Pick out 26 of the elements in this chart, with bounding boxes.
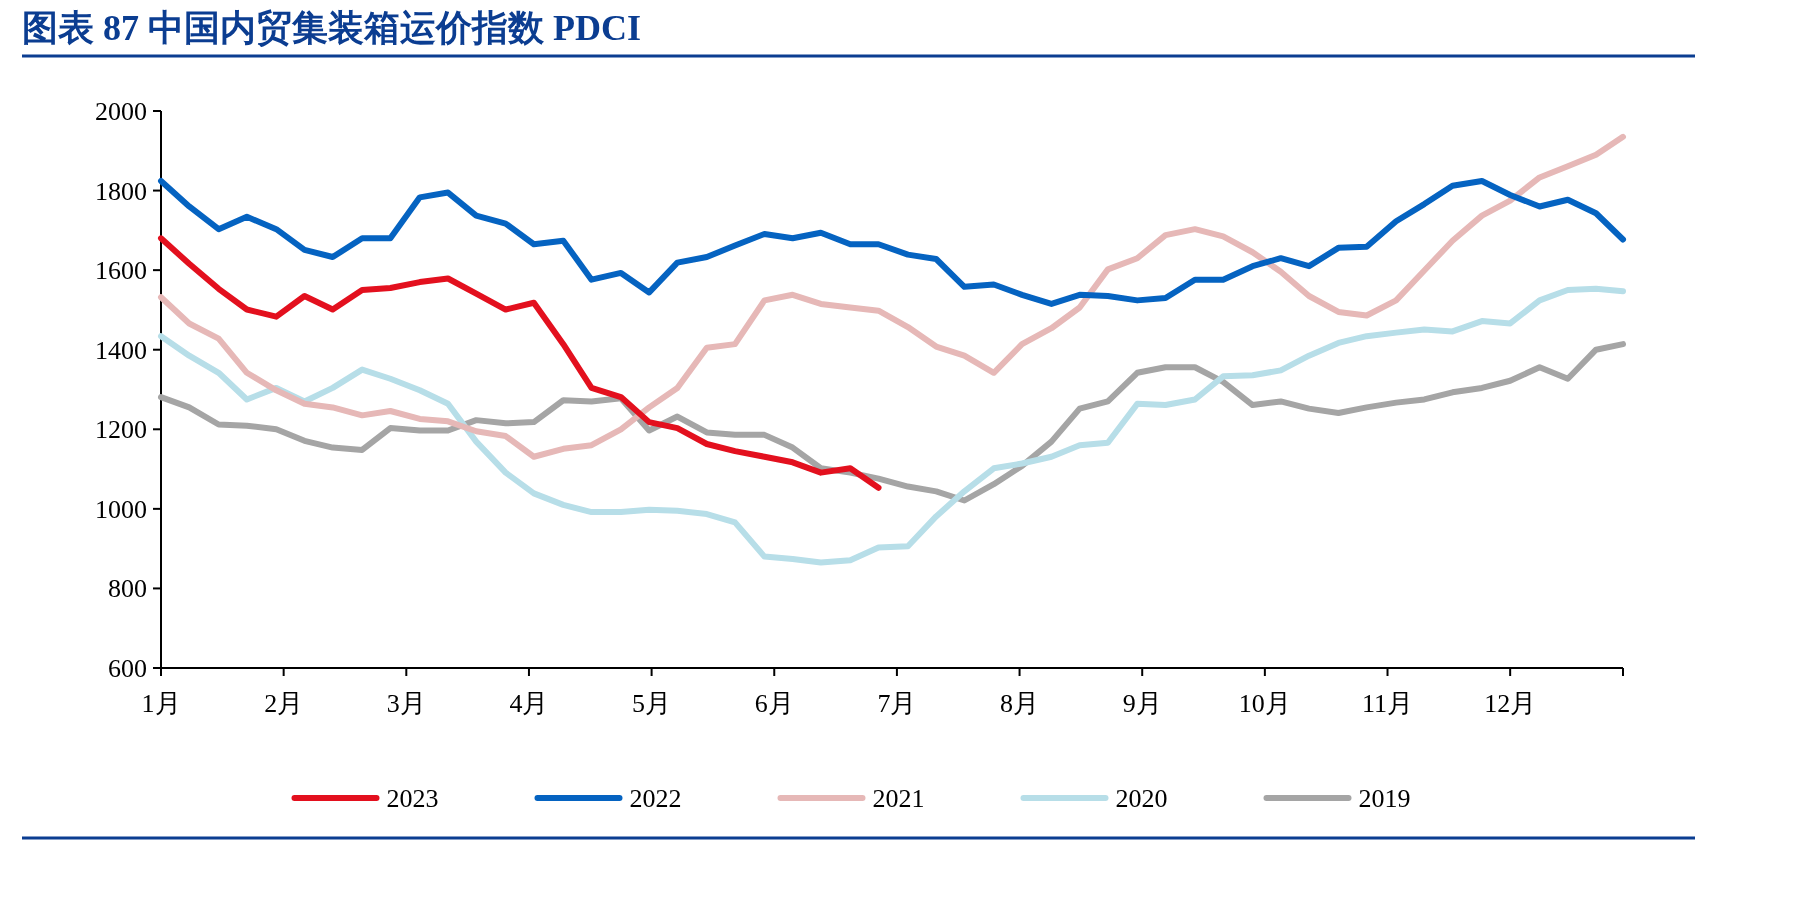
- x-tick-label: 3月: [386, 689, 426, 718]
- legend-label: 2021: [872, 784, 925, 813]
- x-tick-label: 2月: [264, 689, 304, 718]
- x-tick-label: 4月: [509, 689, 549, 718]
- y-tick-label: 1400: [95, 335, 147, 365]
- x-tick-label: 1月: [141, 689, 181, 718]
- y-tick-label: 1800: [95, 176, 147, 206]
- x-tick-label: 9月: [1122, 689, 1162, 718]
- y-tick-label: 1000: [95, 494, 147, 524]
- chart-title: 图表 87 中国内贸集装箱运价指数 PDCI: [22, 8, 641, 48]
- x-tick-label: 10月: [1238, 689, 1291, 718]
- legend-label: 2022: [629, 784, 682, 813]
- legend-label: 2019: [1358, 784, 1411, 813]
- x-tick-label: 8月: [1000, 689, 1040, 718]
- x-tick-label: 12月: [1484, 689, 1537, 718]
- y-tick-label: 800: [108, 574, 147, 604]
- x-tick-label: 11月: [1361, 689, 1414, 718]
- x-tick-label: 5月: [632, 689, 672, 718]
- y-tick-label: 600: [108, 654, 147, 683]
- y-tick-label: 1200: [95, 415, 147, 445]
- y-tick-label: 2000: [95, 97, 147, 126]
- legend-label: 2020: [1115, 784, 1168, 813]
- y-tick-label: 1600: [95, 256, 147, 286]
- legend-label: 2023: [386, 784, 439, 813]
- x-tick-label: 7月: [877, 689, 917, 718]
- x-tick-label: 6月: [754, 689, 794, 718]
